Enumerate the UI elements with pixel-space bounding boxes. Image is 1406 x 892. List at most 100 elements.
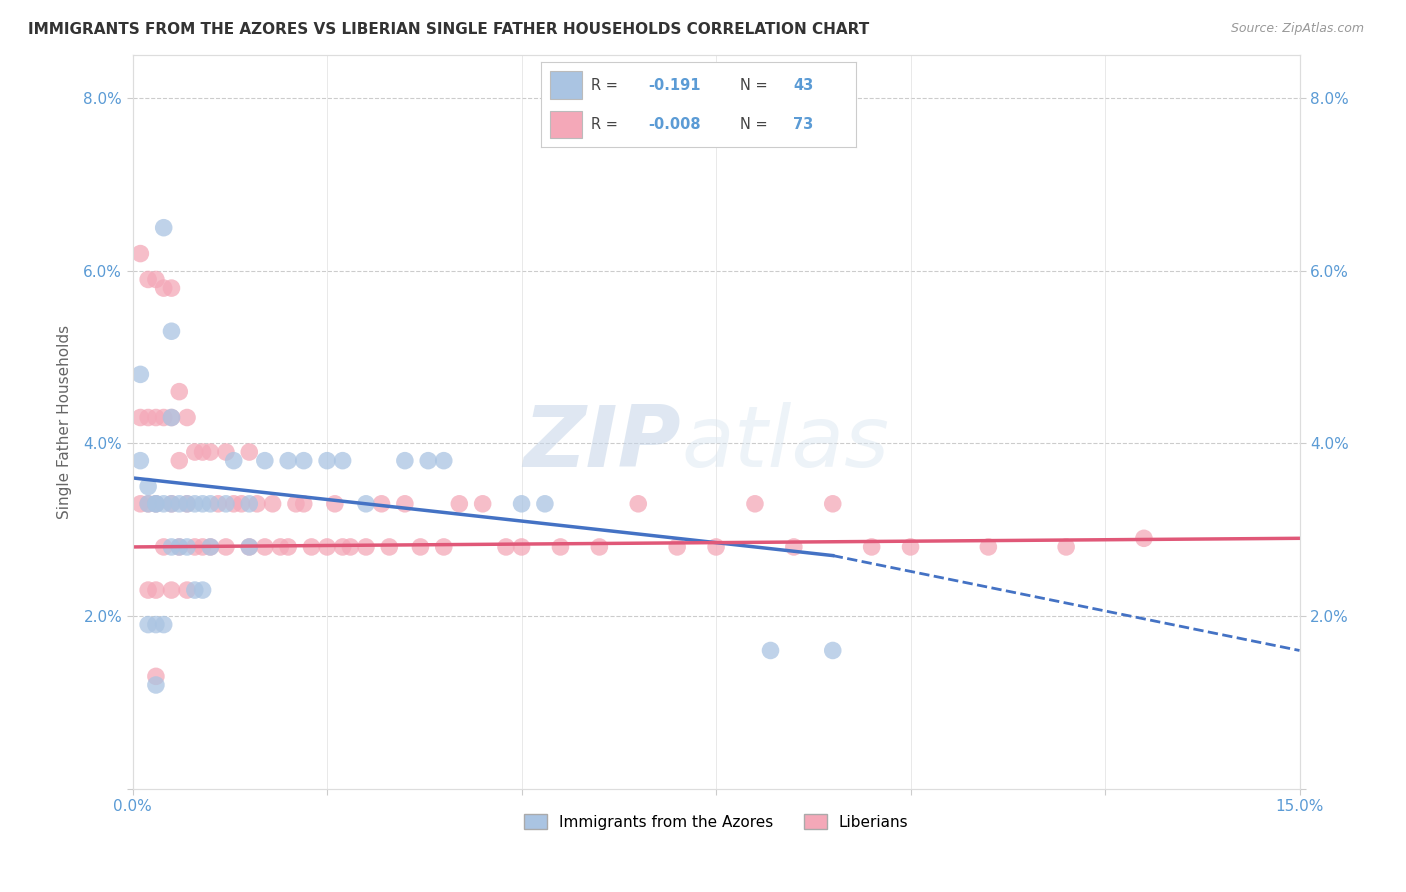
Point [510, 497, 533, 511]
Point [191, 497, 214, 511]
Point [238, 540, 260, 554]
Point [145, 583, 167, 598]
Point [160, 281, 183, 295]
Point [332, 453, 354, 467]
Point [200, 497, 222, 511]
Point [394, 497, 416, 511]
Point [433, 540, 456, 554]
Point [238, 445, 260, 459]
Text: ZIP: ZIP [523, 402, 681, 485]
Point [222, 497, 245, 511]
Point [253, 453, 276, 467]
Point [152, 540, 174, 554]
Point [449, 497, 471, 511]
Point [339, 540, 361, 554]
Point [129, 410, 152, 425]
Point [238, 497, 260, 511]
Point [238, 540, 260, 554]
Point [184, 497, 207, 511]
Point [152, 220, 174, 235]
Text: Source: ZipAtlas.com: Source: ZipAtlas.com [1230, 22, 1364, 36]
Point [510, 540, 533, 554]
Point [207, 497, 229, 511]
Point [176, 583, 198, 598]
Point [184, 540, 207, 554]
Point [176, 497, 198, 511]
Point [200, 540, 222, 554]
Point [145, 410, 167, 425]
Point [378, 540, 401, 554]
Point [231, 497, 253, 511]
Point [253, 540, 276, 554]
Point [167, 453, 190, 467]
Point [262, 497, 284, 511]
Point [160, 410, 183, 425]
Point [316, 453, 339, 467]
Point [152, 281, 174, 295]
Point [160, 497, 183, 511]
Point [129, 497, 152, 511]
Point [152, 410, 174, 425]
Point [145, 617, 167, 632]
Point [176, 410, 198, 425]
Point [145, 678, 167, 692]
Point [588, 540, 610, 554]
Point [215, 540, 238, 554]
Point [129, 453, 152, 467]
Point [184, 445, 207, 459]
Point [354, 540, 377, 554]
Point [176, 497, 198, 511]
Point [145, 497, 167, 511]
Y-axis label: Single Father Households: Single Father Households [58, 325, 72, 519]
Point [301, 540, 323, 554]
Point [222, 453, 245, 467]
Point [160, 497, 183, 511]
Point [666, 540, 689, 554]
Point [821, 643, 844, 657]
Point [152, 497, 174, 511]
Point [160, 324, 183, 338]
Point [269, 540, 291, 554]
Text: IMMIGRANTS FROM THE AZORES VS LIBERIAN SINGLE FATHER HOUSEHOLDS CORRELATION CHAR: IMMIGRANTS FROM THE AZORES VS LIBERIAN S… [28, 22, 869, 37]
Point [145, 497, 167, 511]
Point [977, 540, 1000, 554]
Text: atlas: atlas [681, 402, 889, 485]
Point [704, 540, 727, 554]
Point [433, 453, 456, 467]
Point [136, 497, 159, 511]
Point [145, 497, 167, 511]
Point [167, 497, 190, 511]
Point [1054, 540, 1077, 554]
Point [176, 540, 198, 554]
Point [184, 583, 207, 598]
Point [354, 497, 377, 511]
Point [900, 540, 922, 554]
Point [627, 497, 650, 511]
Point [277, 453, 299, 467]
Point [495, 540, 517, 554]
Point [160, 410, 183, 425]
Point [316, 540, 339, 554]
Point [191, 540, 214, 554]
Point [246, 497, 269, 511]
Point [136, 410, 159, 425]
Point [471, 497, 494, 511]
Point [145, 669, 167, 683]
Point [191, 583, 214, 598]
Point [167, 384, 190, 399]
Point [136, 497, 159, 511]
Point [550, 540, 572, 554]
Point [167, 540, 190, 554]
Point [292, 497, 315, 511]
Point [860, 540, 883, 554]
Point [215, 445, 238, 459]
Point [160, 540, 183, 554]
Point [136, 617, 159, 632]
Point [394, 453, 416, 467]
Point [215, 497, 238, 511]
Point [160, 583, 183, 598]
Legend: Immigrants from the Azores, Liberians: Immigrants from the Azores, Liberians [517, 807, 914, 836]
Point [759, 643, 782, 657]
Point [821, 497, 844, 511]
Point [129, 246, 152, 260]
